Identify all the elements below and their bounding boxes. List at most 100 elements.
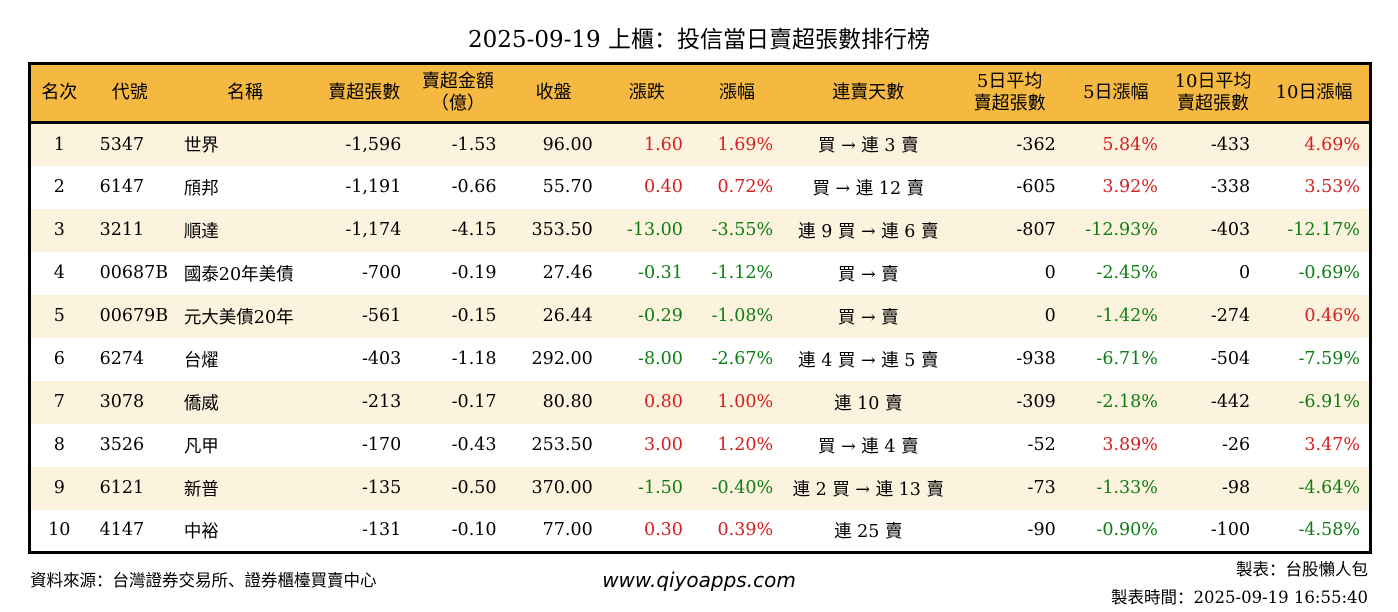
cell-close: 96.00 (542, 134, 593, 155)
table-row: 3 3211 順達 -1,174 -4.15 353.50 -13.00 -3.55% 連 9 … (29, 208, 1371, 252)
cell-code: 00679B (99, 306, 169, 326)
cell-pct5: 5.84% (1102, 134, 1158, 155)
column-header-sell-volume: 賣超張數 (318, 63, 411, 124)
cell-streak: 買 → 連 4 賣 (818, 436, 919, 457)
table-row: 6 6274 台燿 -403 -1.18 292.00 -8.00 -2.67% 連 4 買 →… (30, 338, 1371, 381)
cell-code: 3211 (99, 220, 145, 240)
cell-avg5-volume: -605 (1016, 177, 1056, 197)
cell-pct10: -0.69% (1298, 263, 1360, 283)
table-header-row: 名次 代號 名稱 賣超張數 賣超金額 （億） 收盤 漲跌 漲幅 連賣天數 5日平均 賣超張數 5日漲幅 1… (29, 63, 1371, 124)
cell-avg5-volume: 0 (1044, 306, 1056, 326)
cell-avg5-volume: -309 (1016, 392, 1056, 412)
column-header-close: 收盤 (505, 63, 602, 124)
cell-rank: 7 (53, 392, 65, 412)
cell-name: 元大美債20年 (183, 307, 294, 328)
ranking-table: 名次 代號 名稱 賣超張數 賣超金額 （億） 收盤 漲跌 漲幅 連賣天數 5日平均 賣超張數 5日漲幅 1… (28, 62, 1372, 554)
cell-pct10: -6.91% (1298, 392, 1360, 412)
column-header-rank: 名次 (29, 63, 88, 124)
cell-avg10-volume: -338 (1210, 177, 1251, 197)
cell-streak: 買 → 賣 (837, 307, 899, 328)
cell-sell-amount: -0.66 (451, 177, 497, 197)
cell-code: 6121 (99, 478, 145, 498)
cell-avg10-volume: -504 (1210, 349, 1251, 369)
cell-pct5: -0.90% (1096, 520, 1158, 541)
cell-avg10-volume: -442 (1210, 392, 1251, 412)
cell-change: -0.29 (638, 306, 683, 326)
cell-close: 80.80 (542, 392, 593, 412)
cell-change: 0.80 (643, 392, 683, 412)
cell-pct10: -4.64% (1298, 478, 1360, 498)
cell-streak: 買 → 連 12 賣 (812, 178, 925, 199)
cell-name: 僑威 (183, 393, 219, 414)
website-url: www.qiyoapps.com (602, 568, 796, 592)
cell-pct5: -12.93% (1085, 220, 1158, 240)
column-header-change: 漲跌 (601, 63, 692, 124)
table-row: 1 5347 世界 -1,596 -1.53 96.00 1.60 1.69% 買 → 連 3 … (29, 122, 1371, 166)
cell-code: 3078 (99, 392, 145, 412)
cell-rank: 5 (53, 306, 65, 326)
cell-sell-amount: -0.15 (451, 306, 497, 326)
cell-sell-amount: -1.53 (451, 134, 497, 155)
made-time: 製表時間：2025-09-19 16:55:40 (1111, 588, 1368, 607)
cell-pct5: -2.18% (1096, 392, 1158, 412)
cell-change: 0.30 (643, 520, 683, 541)
cell-close: 253.50 (531, 435, 593, 455)
cell-streak: 連 2 買 → 連 13 賣 (792, 479, 945, 500)
cell-pct10: -7.59% (1298, 349, 1360, 369)
column-header-streak: 連賣天數 (782, 63, 955, 124)
maker-name: 製表：台股懶人包 (1236, 560, 1368, 579)
cell-pct5: -6.71% (1096, 349, 1158, 369)
column-header-name: 名稱 (171, 63, 319, 124)
cell-change-pct: 1.00% (717, 392, 774, 412)
cell-sell-volume: -170 (362, 435, 402, 455)
cell-code: 6147 (99, 177, 145, 197)
cell-close: 353.50 (531, 220, 593, 240)
cell-change-pct: -2.67% (711, 349, 774, 369)
cell-avg10-volume: -403 (1210, 220, 1251, 240)
cell-avg10-volume: 0 (1239, 263, 1251, 283)
cell-close: 55.70 (542, 177, 593, 197)
cell-name: 世界 (183, 136, 219, 157)
cell-pct5: -1.33% (1096, 478, 1158, 498)
cell-avg10-volume: -98 (1221, 478, 1251, 498)
cell-rank: 10 (48, 520, 71, 541)
cell-sell-amount: -4.15 (451, 220, 497, 240)
cell-change: -0.31 (638, 263, 683, 283)
cell-sell-amount: -0.19 (451, 263, 497, 283)
cell-code: 4147 (99, 520, 145, 541)
table-row: 8 3526 凡甲 -170 -0.43 253.50 3.00 1.20% 買 → 連 4 賣… (30, 424, 1371, 467)
cell-pct10: -12.17% (1287, 220, 1360, 240)
cell-rank: 3 (53, 220, 65, 240)
ranking-table-container: 名次 代號 名稱 賣超張數 賣超金額 （億） 收盤 漲跌 漲幅 連賣天數 5日平均 賣超張數 5日漲幅 1… (28, 62, 1372, 554)
cell-sell-volume: -213 (362, 392, 402, 412)
cell-avg10-volume: -26 (1221, 435, 1251, 455)
table-row: 5 00679B 元大美債20年 -561 -0.15 26.44 -0.29 -1.08% 買… (29, 294, 1371, 338)
table-row: 9 6121 新普 -135 -0.50 370.00 -1.50 -0.40% 連 2 買 →… (29, 466, 1371, 510)
cell-pct5: -2.45% (1096, 263, 1158, 283)
cell-change-pct: 0.39% (717, 520, 774, 541)
cell-sell-volume: -700 (362, 263, 402, 283)
cell-close: 27.46 (542, 263, 593, 283)
cell-sell-amount: -0.43 (451, 435, 497, 455)
cell-avg5-volume: -90 (1027, 520, 1056, 541)
cell-change-pct: 1.69% (717, 134, 774, 155)
cell-avg5-volume: -362 (1016, 134, 1056, 155)
cell-change: 1.60 (643, 134, 683, 155)
cell-sell-volume: -403 (362, 349, 402, 369)
cell-pct10: 3.53% (1304, 177, 1360, 197)
column-header-avg5-volume: 5日平均 賣超張數 (954, 63, 1065, 124)
cell-change-pct: -1.08% (711, 306, 774, 326)
cell-avg5-volume: -73 (1027, 478, 1056, 498)
cell-change-pct: 0.72% (717, 177, 774, 197)
cell-sell-amount: -0.50 (451, 478, 497, 498)
cell-avg5-volume: 0 (1044, 263, 1056, 283)
cell-rank: 4 (53, 263, 65, 283)
cell-code: 00687B (99, 263, 169, 283)
cell-streak: 買 → 賣 (837, 264, 899, 285)
cell-pct5: 3.89% (1102, 435, 1158, 455)
cell-sell-volume: -561 (362, 306, 402, 326)
table-row: 7 3078 僑威 -213 -0.17 80.80 0.80 1.00% 連 10 賣 -309… (29, 380, 1371, 424)
cell-change-pct: -0.40% (711, 478, 774, 498)
table-row: 4 00687B 國泰20年美債 -700 -0.19 27.46 -0.31 -1.12% 買… (30, 252, 1371, 295)
